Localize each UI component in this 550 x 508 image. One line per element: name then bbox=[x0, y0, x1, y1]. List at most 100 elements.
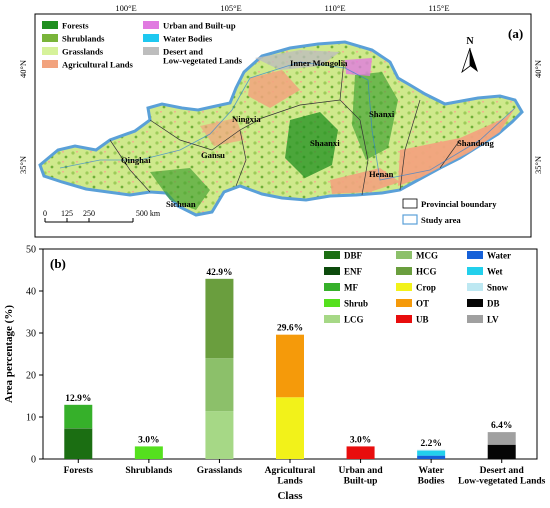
total-label: 2.2% bbox=[420, 439, 441, 449]
legend-label: OT bbox=[416, 299, 429, 309]
legend-swatch-wet bbox=[467, 267, 483, 275]
total-label: 42.9% bbox=[206, 268, 232, 278]
x-tick-label: Shrublands bbox=[125, 466, 172, 476]
legend-label: ENF bbox=[344, 267, 363, 277]
stacked-bar-chart: 0 10 20 30 40 50 12.9% 3.0% 42.9% 29.6% 3.0% 2.2% 6… bbox=[0, 238, 550, 503]
y-tick-label: 30 bbox=[26, 329, 36, 340]
total-label: 29.6% bbox=[277, 324, 303, 334]
region-label: Qinghai bbox=[121, 155, 151, 165]
legend-label: Shrub bbox=[344, 299, 368, 309]
legend-swatch-desert bbox=[143, 47, 159, 55]
bar-segment-dbf bbox=[64, 429, 92, 459]
legend-swatch-mf bbox=[324, 283, 340, 291]
legend-label: MCG bbox=[416, 251, 438, 261]
north-label: N bbox=[466, 36, 474, 47]
region-label: Henan bbox=[369, 169, 394, 179]
lon-tick-top: 105°E bbox=[220, 3, 241, 13]
boundary-legend-label: Provincial boundary bbox=[421, 199, 497, 209]
legend-label: UB bbox=[416, 315, 429, 325]
legend-swatch-db bbox=[467, 299, 483, 307]
legend-label: Water Bodies bbox=[163, 34, 213, 44]
lon-tick-top: 100°E bbox=[115, 3, 136, 13]
legend-label: Snow bbox=[487, 283, 509, 293]
region-label: Ningxia bbox=[232, 114, 261, 124]
panel-label-b: (b) bbox=[50, 256, 66, 271]
map-panel: 100°E 105°E 110°E 115°E 100°E 105°E 110°… bbox=[0, 0, 550, 238]
bar-segment-water bbox=[417, 456, 445, 459]
legend-swatch-mcg bbox=[396, 251, 412, 259]
total-label: 6.4% bbox=[491, 421, 512, 431]
legend-label: Grasslands bbox=[62, 47, 104, 57]
lat-tick-left: 35°N bbox=[18, 156, 28, 174]
legend-label: Agricultural Lands bbox=[62, 60, 134, 70]
legend-swatch-agricultural bbox=[42, 60, 58, 68]
bars bbox=[64, 279, 515, 459]
map-svg: 100°E 105°E 110°E 115°E 100°E 105°E 110°… bbox=[0, 0, 550, 238]
bar-segment-crop bbox=[276, 397, 304, 459]
y-tick-label: 10 bbox=[26, 413, 36, 424]
legend-label: Forests bbox=[62, 21, 89, 31]
lon-tick-top: 110°E bbox=[324, 3, 345, 13]
y-axis-label: Area percentage (%) bbox=[3, 305, 15, 403]
legend-swatch-forests bbox=[42, 21, 58, 29]
bar-segment-lv bbox=[488, 432, 516, 445]
total-label: 12.9% bbox=[65, 394, 91, 404]
legend-swatch-water bbox=[467, 251, 483, 259]
legend-swatch-dbf bbox=[324, 251, 340, 259]
legend-swatch-shrub bbox=[324, 299, 340, 307]
region-label: Inner Mongolia bbox=[290, 58, 348, 68]
y-tick-label: 0 bbox=[31, 455, 36, 466]
legend-swatch-snow bbox=[467, 283, 483, 291]
x-tick-label: Grasslands bbox=[197, 466, 243, 476]
legend-label: DBF bbox=[344, 251, 363, 261]
x-axis-label: Class bbox=[277, 490, 303, 502]
bar-segment-ot bbox=[276, 335, 304, 398]
legend-swatch-hcg bbox=[396, 267, 412, 275]
legend-swatch-ot bbox=[396, 299, 412, 307]
legend-label: Water bbox=[487, 251, 511, 261]
legend-swatch-grasslands bbox=[42, 47, 58, 55]
total-label: 3.0% bbox=[138, 435, 159, 445]
bar-segment-wet bbox=[417, 451, 445, 456]
bar-segment-shrub bbox=[135, 446, 163, 459]
bar-segment-snow bbox=[417, 450, 445, 451]
legend-label: DB bbox=[487, 299, 500, 309]
legend-label: Crop bbox=[416, 283, 436, 293]
region-label: Shanxi bbox=[369, 109, 395, 119]
legend-swatch-lcg bbox=[324, 315, 340, 323]
chart-panel: 0 10 20 30 40 50 12.9% 3.0% 42.9% 29.6% 3.0% 2.2% 6… bbox=[0, 238, 550, 503]
y-tick-label: 40 bbox=[26, 287, 36, 298]
total-label: 3.0% bbox=[350, 435, 371, 445]
y-tick-label: 50 bbox=[26, 245, 36, 256]
y-axis: 0 10 20 30 40 50 bbox=[26, 245, 43, 466]
legend-label: Shrublands bbox=[62, 34, 105, 44]
y-tick-label: 20 bbox=[26, 371, 36, 382]
legend-label: LV bbox=[487, 315, 499, 325]
lat-tick-right: 35°N bbox=[533, 156, 543, 174]
scale-tick: 250 bbox=[83, 209, 95, 218]
legend-swatch-ub bbox=[396, 315, 412, 323]
lon-tick-top: 115°E bbox=[428, 3, 449, 13]
legend-swatch-enf bbox=[324, 267, 340, 275]
region-label: Shandong bbox=[457, 138, 494, 148]
scale-tick: 500 km bbox=[136, 209, 161, 218]
bar-segment-mcg bbox=[205, 358, 233, 411]
bar-segment-ub bbox=[347, 446, 375, 459]
legend-swatch-crop bbox=[396, 283, 412, 291]
region-label: Gansu bbox=[201, 150, 225, 160]
legend-label: HCG bbox=[416, 267, 437, 277]
bar-segment-lcg bbox=[205, 411, 233, 459]
region-label: Sichuan bbox=[166, 199, 196, 209]
lat-tick-right: 40°N bbox=[533, 60, 543, 78]
chart-legend: DBFENFMFShrubLCGMCGHCGCropOTUBWaterWetSn… bbox=[324, 251, 511, 325]
legend-label: LCG bbox=[344, 315, 364, 325]
x-tick-label: Forests bbox=[64, 466, 94, 476]
bar-segment-hcg bbox=[205, 279, 233, 358]
legend-swatch-water bbox=[143, 34, 159, 42]
legend-label: MF bbox=[344, 283, 358, 293]
